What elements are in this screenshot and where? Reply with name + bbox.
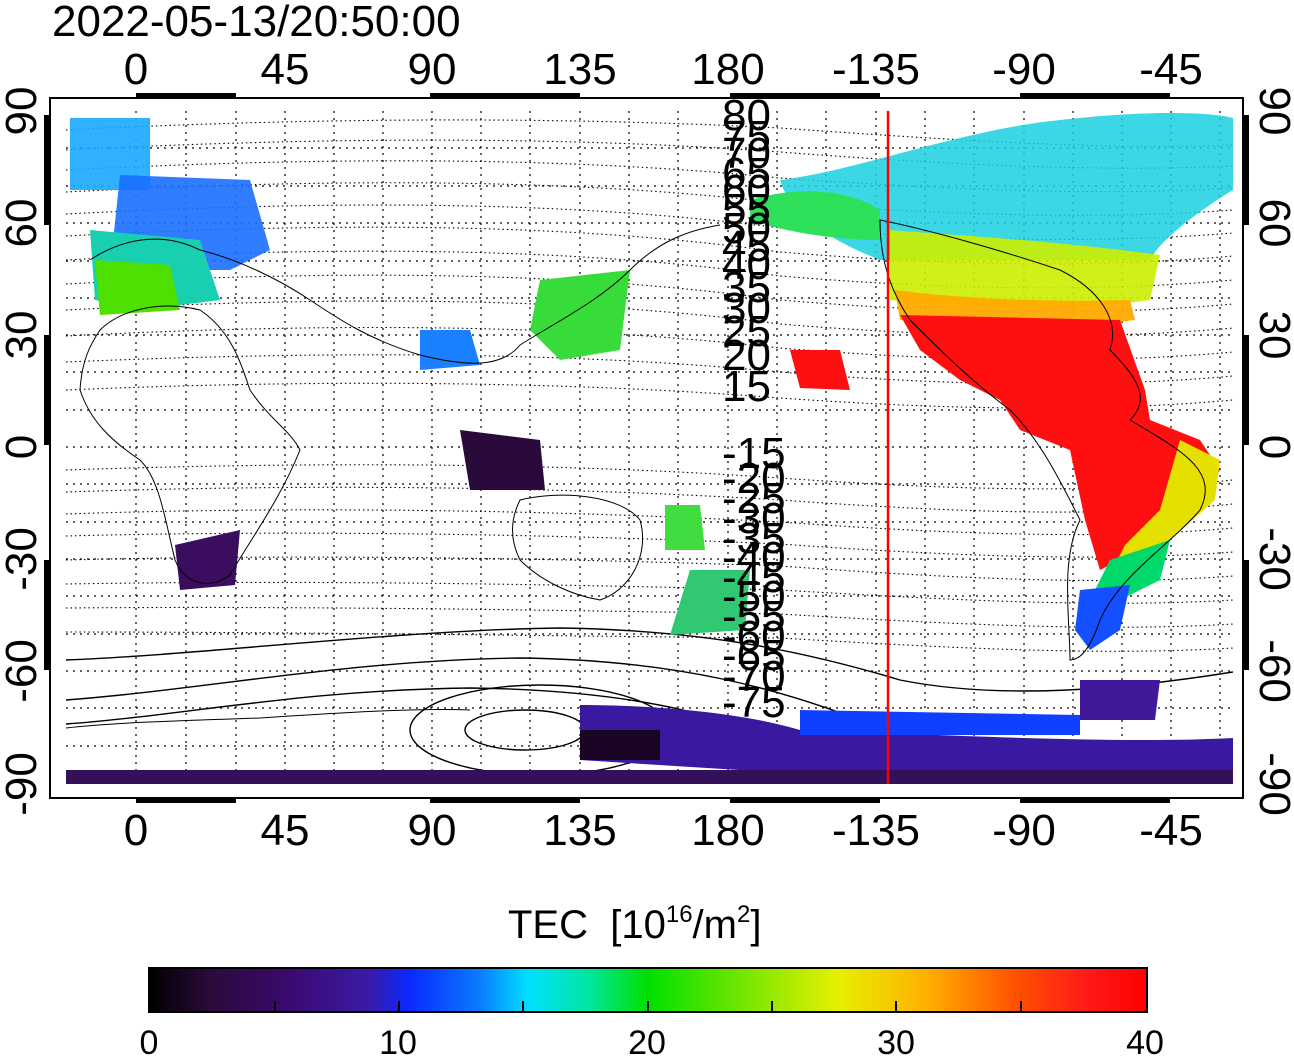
longitude-label: -90: [992, 806, 1056, 855]
latitude-label: 0: [1250, 435, 1294, 459]
latitude-label: -30: [0, 527, 46, 591]
lat-lon-grid: [66, 111, 1233, 784]
latitude-label: 0: [0, 435, 46, 459]
latitude-label: 60: [0, 199, 46, 248]
right-latitude-labels: 90 60 30 0 -30 -60 -90: [1250, 87, 1294, 816]
mlat-contour-label: -30: [722, 494, 786, 543]
longitude-label: 180: [691, 806, 764, 855]
mlat-contour-label: -50: [722, 572, 786, 621]
longitude-label: 90: [408, 45, 457, 94]
mlat-contour-label: 20: [722, 331, 771, 380]
mlat-contour-label: 75: [722, 112, 771, 161]
mlat-contour-label: -25: [722, 474, 786, 523]
colorbar: [148, 967, 1148, 1013]
longitude-label: 135: [543, 45, 616, 94]
colorbar-tick-label: 0: [139, 1024, 159, 1062]
longitude-label: -45: [1139, 806, 1203, 855]
mlat-contour-label: 70: [722, 129, 771, 178]
mlat-contour-label: 15: [722, 362, 771, 411]
colorbar-tick-label: 30: [877, 1024, 915, 1062]
longitude-label: 90: [408, 806, 457, 855]
latitude-label: 60: [1250, 199, 1294, 248]
mlat-contour-label: 50: [722, 204, 771, 253]
left-latitude-labels: 90 60 30 0 -30 -60 -90: [0, 87, 46, 816]
mlat-contour-label: -55: [722, 592, 786, 641]
mlat-contour-label: -20: [722, 454, 786, 503]
latitude-label: -60: [0, 639, 46, 703]
tec-map: 0 45 90 135 180 -135 -90 -45 0 45 90 135 180 -135 -90…: [0, 45, 1294, 855]
mlat-contour-label: 45: [722, 222, 771, 271]
mlat-contour-label: 30: [722, 284, 771, 333]
latitude-label: 30: [0, 311, 46, 360]
mlat-contour-label: -15: [722, 429, 786, 478]
mlat-contour-label: 65: [722, 149, 771, 198]
mlat-contour-label: -60: [722, 612, 786, 661]
latitude-label: -60: [1250, 639, 1294, 703]
longitude-label: 45: [261, 806, 310, 855]
latitude-label: -90: [1250, 752, 1294, 816]
colorbar-unit: [1016/m2]: [610, 901, 762, 948]
top-longitude-labels: 0 45 90 135 180 -135 -90 -45: [124, 45, 1203, 94]
frame-bars: [44, 93, 1249, 803]
colorbar-quantity: TEC: [508, 903, 588, 947]
mlat-contour-label: -40: [722, 533, 786, 582]
mlat-contour-label: -75: [722, 678, 786, 727]
colorbar-tick-label: 20: [628, 1024, 666, 1062]
mlat-contour-label: -45: [722, 553, 786, 602]
mlat-contour-label: 80: [722, 91, 771, 140]
latitude-label: 30: [1250, 311, 1294, 360]
latitude-label: -90: [0, 752, 46, 816]
longitude-label: 0: [124, 45, 148, 94]
longitude-label: 135: [543, 806, 616, 855]
coastlines: [66, 219, 1206, 729]
mlat-contour-label: -70: [722, 652, 786, 701]
mlat-contour-label: 40: [722, 240, 771, 289]
mlat-contour-label: 60: [722, 166, 771, 215]
longitude-label: -135: [832, 806, 920, 855]
timestamp-title: 2022-05-13/20:50:00: [52, 0, 461, 46]
longitude-label: 45: [261, 45, 310, 94]
mlat-contour-label: 25: [722, 307, 771, 356]
bottom-longitude-labels: 0 45 90 135 180 -135 -90 -45: [124, 806, 1203, 855]
colorbar-tick-label: 40: [1126, 1024, 1164, 1062]
mlat-contour-label: -65: [722, 631, 786, 680]
longitude-label: -135: [832, 45, 920, 94]
mlat-contour-label: 55: [722, 185, 771, 234]
longitude-label: -45: [1139, 45, 1203, 94]
mlat-contour-label: -35: [722, 514, 786, 563]
latitude-label: -30: [1250, 527, 1294, 591]
latitude-label: 90: [1250, 87, 1294, 136]
longitude-label: 180: [691, 45, 764, 94]
longitude-label: -90: [992, 45, 1056, 94]
mlat-contour-label: 35: [722, 263, 771, 312]
colorbar-tick-label: 10: [379, 1024, 417, 1062]
colorbar-title: TEC [1016/m2]: [508, 901, 762, 948]
latitude-label: 90: [0, 87, 46, 136]
longitude-label: 0: [124, 806, 148, 855]
tec-data-patches: [66, 113, 1233, 784]
